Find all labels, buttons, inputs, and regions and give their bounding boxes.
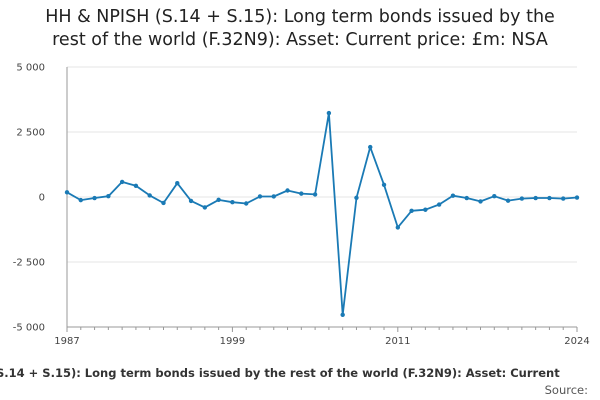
data-point <box>492 194 497 199</box>
x-tick-label: 2024 <box>564 336 589 347</box>
series-line <box>66 112 578 316</box>
data-point <box>133 183 139 189</box>
data-point <box>574 195 580 200</box>
y-tick-label: -5 000 <box>13 323 45 334</box>
data-point <box>340 312 345 317</box>
data-point <box>161 200 166 206</box>
data-point <box>64 190 70 195</box>
data-point <box>216 197 221 203</box>
data-point <box>92 195 97 201</box>
data-point <box>271 194 276 199</box>
data-point <box>312 192 318 197</box>
data-point <box>547 195 552 201</box>
chart-title-line-1: HH & NPISH (S.14 + S.15): Long term bond… <box>45 7 555 27</box>
data-point <box>478 199 483 204</box>
x-tick-label: 2011 <box>385 336 410 347</box>
y-tick-label: 2 500 <box>16 128 45 139</box>
chart-title: HH & NPISH (S.14 + S.15): Long term bond… <box>0 6 600 52</box>
data-point <box>326 110 332 116</box>
data-point <box>257 194 263 199</box>
data-point <box>230 200 235 205</box>
data-point <box>423 207 428 212</box>
data-point <box>519 196 525 201</box>
data-point <box>299 191 304 196</box>
data-point <box>368 144 373 150</box>
data-point <box>285 188 290 193</box>
chart-title-line-2: rest of the world (F.32N9): Asset: Curre… <box>52 30 548 50</box>
y-tick-label: 0 <box>39 193 45 204</box>
y-tick-label: 5 000 <box>16 63 45 74</box>
grid-lines <box>67 66 577 328</box>
data-point <box>202 205 208 210</box>
data-point <box>561 196 566 201</box>
data-point <box>450 193 456 198</box>
series <box>64 110 580 317</box>
y-tick-label: -2 500 <box>13 258 45 269</box>
data-point <box>505 198 511 203</box>
source-label: Source: <box>544 383 588 397</box>
data-point <box>106 194 111 199</box>
x-tick-label: 1987 <box>54 336 79 347</box>
data-point <box>147 193 152 198</box>
data-point <box>533 195 538 201</box>
x-tick-label: 1999 <box>220 336 245 347</box>
data-point <box>381 182 387 187</box>
tick-labels: 5 000 2 500 0 -2 500 -5 000 1987 1999 2011 2024 <box>13 63 590 348</box>
series-legend-label: S.14 + S.15): Long term bonds issued by … <box>0 366 560 380</box>
data-point <box>119 179 125 185</box>
axes <box>66 67 578 332</box>
data-point <box>464 195 469 201</box>
data-point <box>243 201 249 206</box>
data-point <box>409 208 414 213</box>
data-point <box>395 225 401 230</box>
data-point <box>78 197 83 203</box>
data-point <box>354 195 359 200</box>
data-point <box>436 202 442 207</box>
data-point <box>188 198 194 204</box>
data-point <box>175 181 180 186</box>
